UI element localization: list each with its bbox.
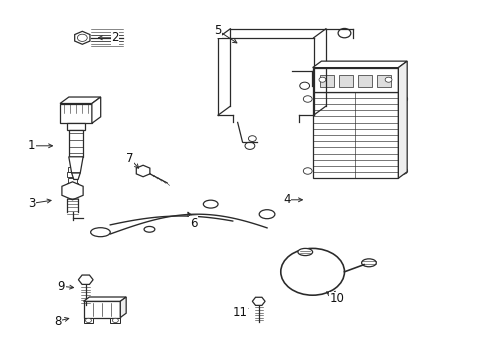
Polygon shape [72, 173, 80, 179]
Ellipse shape [91, 228, 110, 237]
Bar [68, 167, 77, 172]
Polygon shape [83, 297, 126, 301]
Bar [358, 75, 372, 87]
Polygon shape [398, 61, 407, 178]
Bar [67, 172, 78, 177]
Circle shape [399, 96, 408, 102]
Circle shape [245, 142, 255, 149]
Polygon shape [60, 104, 92, 123]
Text: 1: 1 [28, 139, 36, 152]
Polygon shape [92, 97, 101, 123]
Circle shape [139, 168, 147, 174]
Text: 11: 11 [233, 306, 247, 319]
Text: 4: 4 [283, 193, 291, 206]
Ellipse shape [362, 259, 376, 267]
Ellipse shape [144, 226, 155, 232]
Text: 2: 2 [111, 31, 119, 44]
Bar [377, 75, 391, 87]
Polygon shape [313, 68, 398, 92]
Bar [339, 75, 353, 87]
Polygon shape [78, 275, 93, 284]
Polygon shape [110, 318, 121, 323]
Polygon shape [252, 297, 265, 305]
Circle shape [113, 318, 119, 323]
Circle shape [300, 82, 310, 89]
Bar [68, 189, 77, 193]
Text: 6: 6 [190, 217, 197, 230]
Text: 3: 3 [28, 197, 36, 210]
Polygon shape [313, 61, 407, 68]
Polygon shape [62, 182, 83, 200]
Circle shape [399, 168, 408, 174]
Circle shape [303, 96, 312, 102]
Bar [68, 178, 77, 183]
Circle shape [338, 28, 351, 38]
Polygon shape [83, 301, 121, 318]
Polygon shape [69, 130, 83, 157]
Circle shape [255, 299, 262, 304]
Polygon shape [60, 97, 101, 104]
Polygon shape [67, 123, 85, 130]
Text: 7: 7 [126, 152, 134, 165]
Polygon shape [83, 318, 93, 323]
Circle shape [385, 77, 392, 82]
Text: 8: 8 [54, 315, 62, 328]
Polygon shape [136, 165, 150, 177]
Text: 10: 10 [330, 292, 344, 305]
Circle shape [248, 136, 256, 141]
Text: 5: 5 [214, 24, 222, 37]
Circle shape [303, 168, 312, 174]
Text: 9: 9 [57, 280, 65, 293]
Bar [320, 75, 334, 87]
Ellipse shape [203, 200, 218, 208]
Polygon shape [313, 92, 398, 178]
Bar [67, 183, 78, 188]
Circle shape [82, 277, 90, 283]
Polygon shape [69, 157, 83, 173]
Circle shape [77, 34, 87, 41]
Ellipse shape [259, 210, 275, 219]
Circle shape [319, 77, 326, 82]
Ellipse shape [298, 248, 313, 256]
Polygon shape [121, 297, 126, 318]
Circle shape [85, 318, 91, 323]
